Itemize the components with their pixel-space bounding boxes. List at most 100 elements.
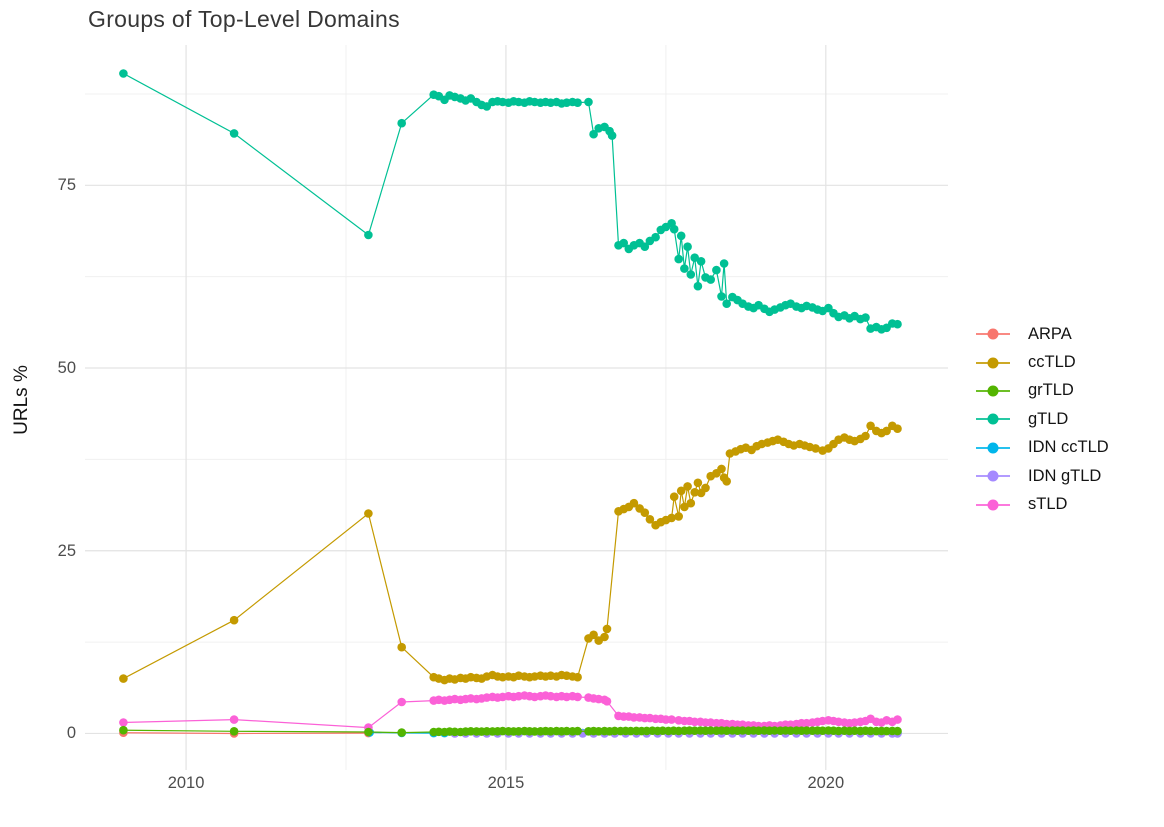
data-point bbox=[397, 728, 407, 737]
data-point bbox=[674, 512, 683, 521]
data-point bbox=[229, 727, 239, 736]
data-point bbox=[119, 725, 128, 735]
legend-item-grtld: grTLD bbox=[976, 377, 1109, 405]
data-point bbox=[712, 265, 721, 275]
legend-item-idn-gtld: IDN gTLD bbox=[976, 462, 1109, 490]
legend-item-arpa: ARPA bbox=[976, 320, 1109, 348]
data-point bbox=[722, 299, 731, 309]
legend-key-dot bbox=[987, 442, 999, 454]
data-point bbox=[893, 319, 902, 329]
data-point bbox=[719, 259, 729, 268]
data-point bbox=[573, 692, 582, 702]
y-tick-label: 0 bbox=[66, 724, 76, 743]
data-point bbox=[397, 118, 407, 128]
y-tick-label: 50 bbox=[57, 359, 76, 378]
legend-item-label: ccTLD bbox=[1028, 353, 1076, 372]
data-point bbox=[696, 257, 706, 266]
data-point bbox=[119, 674, 128, 683]
data-point bbox=[717, 464, 726, 474]
data-point bbox=[607, 131, 617, 140]
legend: ARPA ccTLD grTLD gTLD IDN ccTLD IDN gTLD sTLD bbox=[976, 320, 1109, 519]
data-point bbox=[629, 498, 639, 508]
data-point bbox=[861, 313, 870, 322]
data-point bbox=[397, 642, 407, 652]
legend-key-icon bbox=[976, 498, 1010, 512]
legend-key-dot bbox=[987, 499, 999, 511]
data-point bbox=[645, 515, 655, 524]
data-point bbox=[693, 281, 703, 291]
legend-key-icon bbox=[976, 356, 1010, 370]
data-point bbox=[701, 483, 710, 493]
legend-item-label: sTLD bbox=[1028, 495, 1068, 514]
chart-title: Groups of Top-Level Domains bbox=[88, 6, 400, 32]
x-tick-label: 2015 bbox=[487, 774, 525, 792]
legend-key-dot bbox=[987, 413, 999, 425]
data-point bbox=[722, 477, 731, 486]
legend-key-dot bbox=[987, 357, 999, 369]
data-point bbox=[600, 632, 609, 642]
x-tick-label: 2020 bbox=[807, 774, 845, 792]
data-point bbox=[680, 502, 689, 512]
series-grtld bbox=[119, 725, 902, 737]
series-stld bbox=[119, 691, 902, 732]
data-point bbox=[669, 492, 679, 502]
legend-key-icon bbox=[976, 441, 1010, 455]
legend-item-label: ARPA bbox=[1028, 324, 1072, 343]
data-point bbox=[680, 264, 689, 273]
data-point bbox=[229, 715, 239, 724]
legend-item-label: IDN gTLD bbox=[1028, 466, 1102, 485]
legend-item-idn-cctld: IDN ccTLD bbox=[976, 434, 1109, 462]
data-point bbox=[229, 615, 239, 625]
data-point bbox=[667, 513, 676, 523]
data-point bbox=[573, 672, 582, 682]
data-point bbox=[893, 715, 902, 724]
data-point bbox=[640, 508, 650, 517]
data-point bbox=[584, 97, 593, 107]
data-point bbox=[364, 230, 373, 240]
legend-key-icon bbox=[976, 469, 1010, 483]
data-point bbox=[717, 292, 726, 301]
data-point bbox=[866, 421, 875, 431]
data-point bbox=[706, 275, 715, 284]
series-line bbox=[123, 732, 369, 735]
legend-item-stld: sTLD bbox=[976, 490, 1109, 518]
legend-key-dot bbox=[987, 385, 999, 397]
legend-item-gtld: gTLD bbox=[976, 405, 1109, 433]
data-point bbox=[602, 697, 612, 706]
data-point bbox=[573, 98, 582, 107]
series-cctld bbox=[119, 421, 902, 685]
legend-item-label: gTLD bbox=[1028, 409, 1069, 428]
legend-key-icon bbox=[976, 384, 1010, 398]
data-point bbox=[589, 129, 598, 139]
data-point bbox=[683, 482, 692, 491]
y-tick-label: 75 bbox=[57, 176, 76, 195]
data-point bbox=[651, 232, 660, 242]
y-tick-label: 25 bbox=[57, 541, 76, 560]
series-arpa bbox=[119, 728, 373, 738]
data-point bbox=[861, 431, 870, 441]
data-point bbox=[893, 726, 902, 736]
legend-item-cctld: ccTLD bbox=[976, 348, 1109, 376]
data-point bbox=[690, 253, 699, 262]
data-point bbox=[674, 254, 683, 264]
data-point bbox=[686, 270, 696, 279]
data-point bbox=[589, 630, 598, 640]
data-point bbox=[119, 718, 128, 727]
series-gtld bbox=[119, 69, 902, 334]
data-point bbox=[602, 624, 612, 634]
data-point bbox=[893, 424, 902, 434]
legend-item-label: IDN ccTLD bbox=[1028, 438, 1109, 457]
legend-key-dot bbox=[987, 470, 999, 482]
legend-item-label: grTLD bbox=[1028, 381, 1074, 400]
legend-key-dot bbox=[987, 328, 999, 340]
data-point bbox=[364, 727, 373, 737]
data-point bbox=[640, 242, 650, 251]
data-point bbox=[397, 697, 407, 707]
data-point bbox=[667, 715, 676, 724]
legend-key-icon bbox=[976, 412, 1010, 426]
data-point bbox=[573, 726, 582, 736]
data-point bbox=[683, 242, 692, 251]
data-point bbox=[119, 69, 128, 78]
data-point bbox=[676, 231, 686, 241]
